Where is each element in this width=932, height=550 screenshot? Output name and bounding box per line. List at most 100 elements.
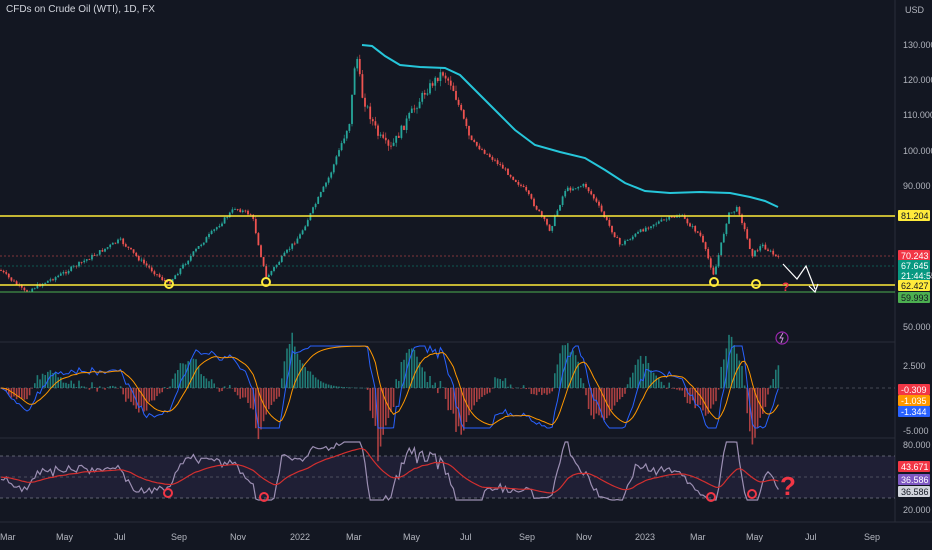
- macd-bar: [637, 359, 639, 388]
- price-badge[interactable]: -1.035: [898, 395, 930, 406]
- rsi-low-marker[interactable]: [747, 489, 757, 499]
- time-tick: Nov: [576, 532, 593, 542]
- macd-bar: [325, 383, 327, 388]
- macd-bar: [704, 388, 707, 416]
- moving-average-line[interactable]: [361, 44, 779, 208]
- candle-body: [624, 240, 626, 245]
- candle-body: [49, 279, 52, 281]
- projection-path[interactable]: [782, 263, 816, 290]
- candle-body: [618, 238, 621, 245]
- candle-body: [486, 153, 489, 155]
- macd-bar: [541, 388, 543, 395]
- rsi-low-marker[interactable]: [259, 492, 269, 502]
- candle-body: [603, 211, 606, 218]
- macd-bar: [125, 388, 127, 402]
- macd-bar: [603, 388, 605, 421]
- rsi-low-marker[interactable]: [706, 492, 716, 502]
- candle-body: [335, 156, 338, 165]
- low-marker[interactable]: [261, 277, 271, 287]
- price-badge[interactable]: 59.993: [898, 292, 930, 303]
- macd-bar: [515, 387, 517, 389]
- macd-bar: [236, 388, 239, 396]
- macd-bar: [413, 349, 416, 388]
- macd-bar: [161, 388, 163, 393]
- currency-label: USD: [904, 5, 924, 15]
- macd-bar: [104, 388, 106, 390]
- macd-bar: [613, 388, 616, 406]
- candle-body: [512, 176, 515, 180]
- price-tick: 50.000: [903, 322, 931, 332]
- price-badge[interactable]: 81.204: [898, 210, 930, 221]
- price-badge[interactable]: 36.586: [898, 486, 930, 497]
- candle-body: [384, 137, 387, 141]
- time-tick: Jul: [114, 532, 126, 542]
- candle-body: [379, 134, 382, 136]
- lightning-icon[interactable]: [775, 331, 789, 345]
- candle-body: [179, 268, 182, 274]
- macd-tick: 2.500: [903, 361, 926, 371]
- price-badge[interactable]: -1.344: [898, 406, 930, 417]
- macd-bar: [182, 363, 184, 388]
- candle-body: [343, 138, 346, 144]
- candle-body: [169, 281, 171, 284]
- macd-bar: [119, 386, 122, 388]
- time-tick: 2023: [635, 532, 655, 542]
- rsi-low-marker[interactable]: [163, 488, 173, 498]
- macd-bar: [153, 388, 156, 401]
- macd-bar: [478, 388, 481, 400]
- candle-body: [709, 258, 712, 268]
- price-badge[interactable]: 21:44:55: [898, 270, 932, 281]
- price-badge[interactable]: 43.671: [898, 461, 930, 472]
- candle-body: [764, 244, 767, 250]
- price-badge[interactable]: 36.586: [898, 474, 930, 485]
- macd-bar: [205, 378, 208, 388]
- candle-body: [556, 210, 559, 216]
- macd-bar: [512, 388, 514, 389]
- candle-body: [364, 97, 366, 107]
- macd-bar: [434, 382, 436, 388]
- low-marker[interactable]: [164, 279, 174, 289]
- candle-body: [439, 72, 442, 81]
- candle-body: [715, 266, 717, 275]
- macd-bar: [507, 386, 509, 388]
- price-badge-label: 62.427: [901, 281, 929, 291]
- macd-bar: [741, 366, 743, 388]
- candle-body: [540, 211, 543, 217]
- candle-body: [270, 271, 273, 275]
- time-tick: Mar: [346, 532, 362, 542]
- low-marker[interactable]: [709, 277, 719, 287]
- price-badge[interactable]: -0.309: [898, 384, 930, 395]
- candle-body: [187, 260, 190, 265]
- candle-body: [182, 264, 184, 269]
- candle-body: [665, 219, 668, 221]
- macd-bar: [314, 377, 317, 388]
- macd-bar: [530, 388, 533, 394]
- macd-bar: [686, 388, 689, 404]
- price-badge[interactable]: 62.427: [898, 280, 930, 291]
- macd-bar: [671, 388, 673, 389]
- candle-body: [20, 285, 23, 288]
- candle-body: [520, 184, 522, 186]
- candle-body: [507, 168, 509, 175]
- low-marker[interactable]: [751, 279, 761, 289]
- question-mark-small[interactable]: ?: [782, 280, 789, 294]
- macd-bar: [546, 388, 548, 395]
- candle-body: [161, 277, 164, 281]
- question-mark-large[interactable]: ?: [780, 471, 796, 501]
- candle-body: [483, 150, 486, 154]
- symbol-title[interactable]: CFDs on Crude Oil (WTI), 1D, FX: [6, 4, 155, 15]
- macd-bar: [598, 388, 600, 416]
- price-badge[interactable]: 70.243: [898, 250, 930, 261]
- macd-bar: [73, 383, 75, 388]
- candle-body: [249, 214, 252, 216]
- candle-body: [5, 272, 8, 274]
- macd-bar: [21, 388, 23, 399]
- macd-bar: [769, 385, 772, 388]
- candle-body: [340, 143, 343, 151]
- macd-bar: [421, 367, 423, 388]
- candle-body: [535, 206, 538, 210]
- price-badge[interactable]: 67.645: [898, 260, 930, 271]
- candle-body: [566, 187, 569, 192]
